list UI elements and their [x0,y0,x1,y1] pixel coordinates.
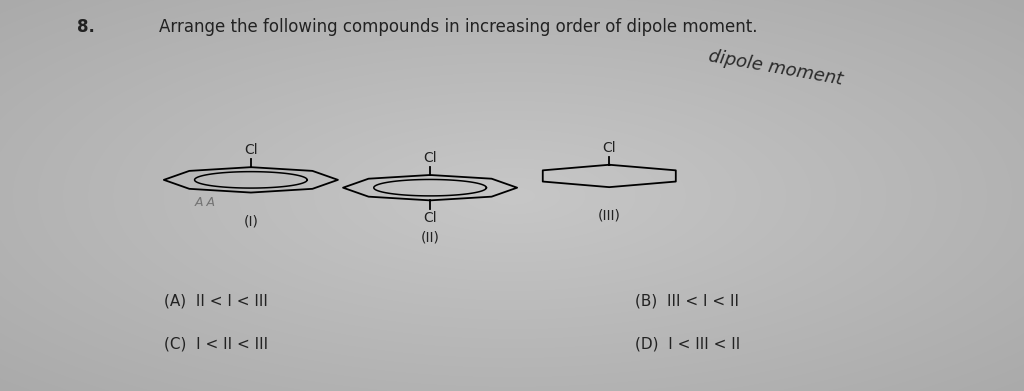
Text: dipole moment: dipole moment [707,47,844,88]
Text: (B)  III < I < II: (B) III < I < II [635,293,739,308]
Text: Arrange the following compounds in increasing order of dipole moment.: Arrange the following compounds in incre… [159,18,757,36]
Text: Cl: Cl [244,143,258,157]
Text: Cl: Cl [602,141,616,154]
Text: 8.: 8. [77,18,94,36]
Text: (D)  I < III < II: (D) I < III < II [635,336,740,351]
Text: (II): (II) [421,230,439,244]
Text: (III): (III) [598,209,621,222]
Text: (C)  I < II < III: (C) I < II < III [164,336,268,351]
Text: (I): (I) [244,214,258,228]
Text: Cl: Cl [423,210,437,224]
Text: A A: A A [195,196,215,210]
Text: Cl: Cl [423,151,437,165]
Text: (A)  II < I < III: (A) II < I < III [164,293,267,308]
